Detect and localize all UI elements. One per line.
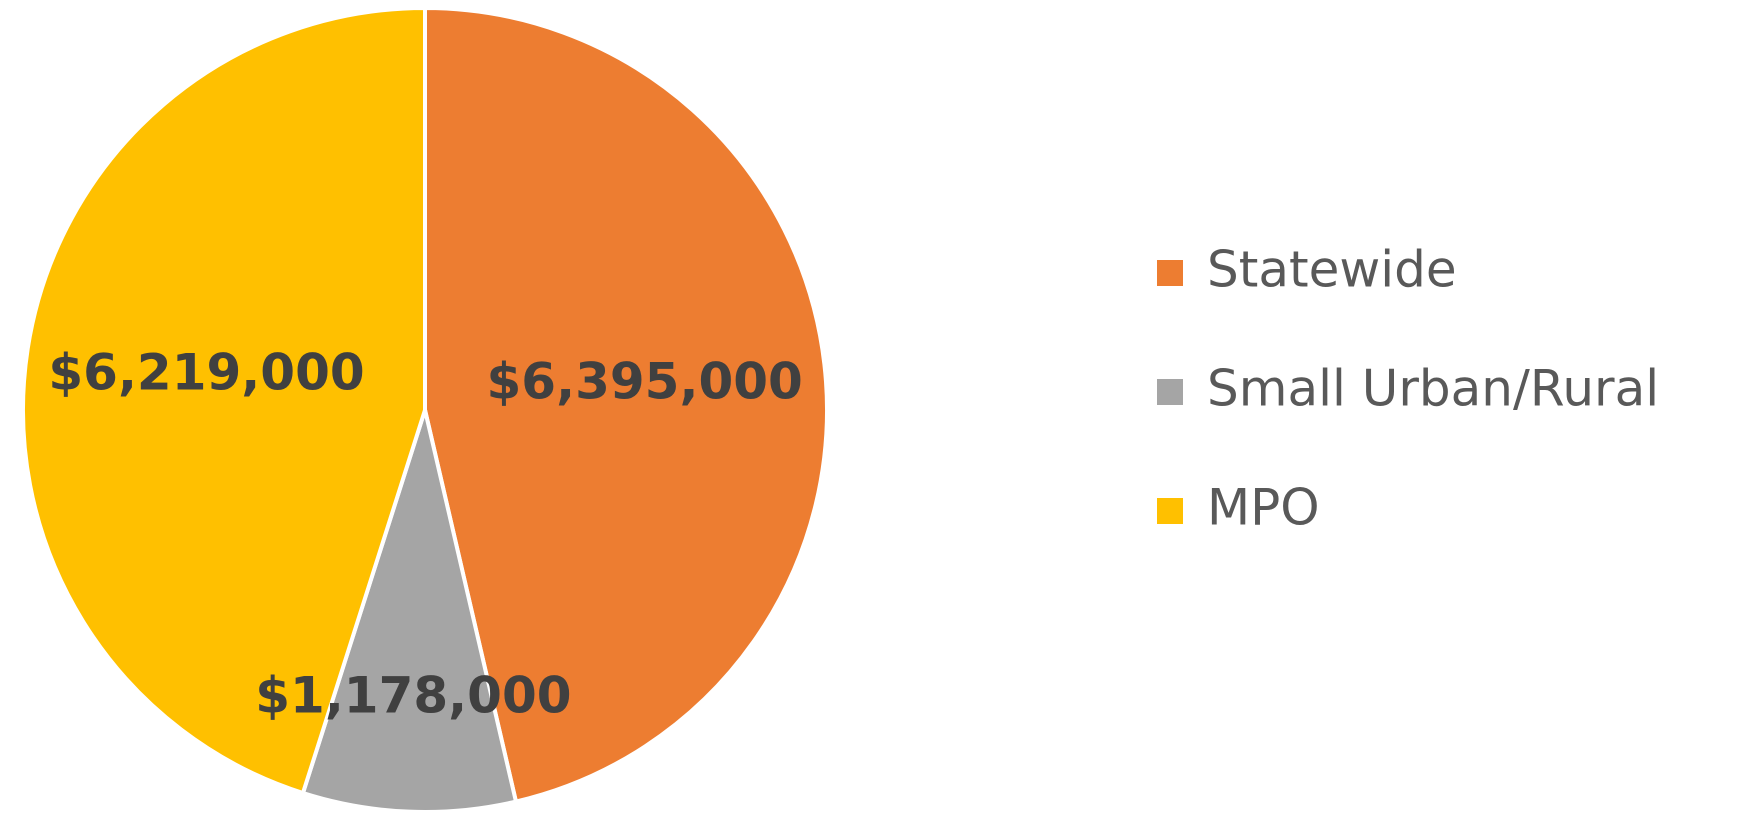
pie-slice xyxy=(300,402,519,814)
legend-swatch xyxy=(1157,498,1183,524)
pie-slice xyxy=(423,5,829,804)
legend-swatch xyxy=(1157,379,1183,405)
data-label: $6,395,000 xyxy=(487,352,803,410)
data-label: $1,178,000 xyxy=(255,667,571,725)
legend-swatch xyxy=(1157,260,1183,286)
pie-slice xyxy=(21,5,427,796)
legend-label: Statewide xyxy=(1207,241,1457,299)
data-label: $6,219,000 xyxy=(48,344,364,402)
legend-label: MPO xyxy=(1207,479,1320,537)
legend-label: Small Urban/Rural xyxy=(1207,360,1659,418)
